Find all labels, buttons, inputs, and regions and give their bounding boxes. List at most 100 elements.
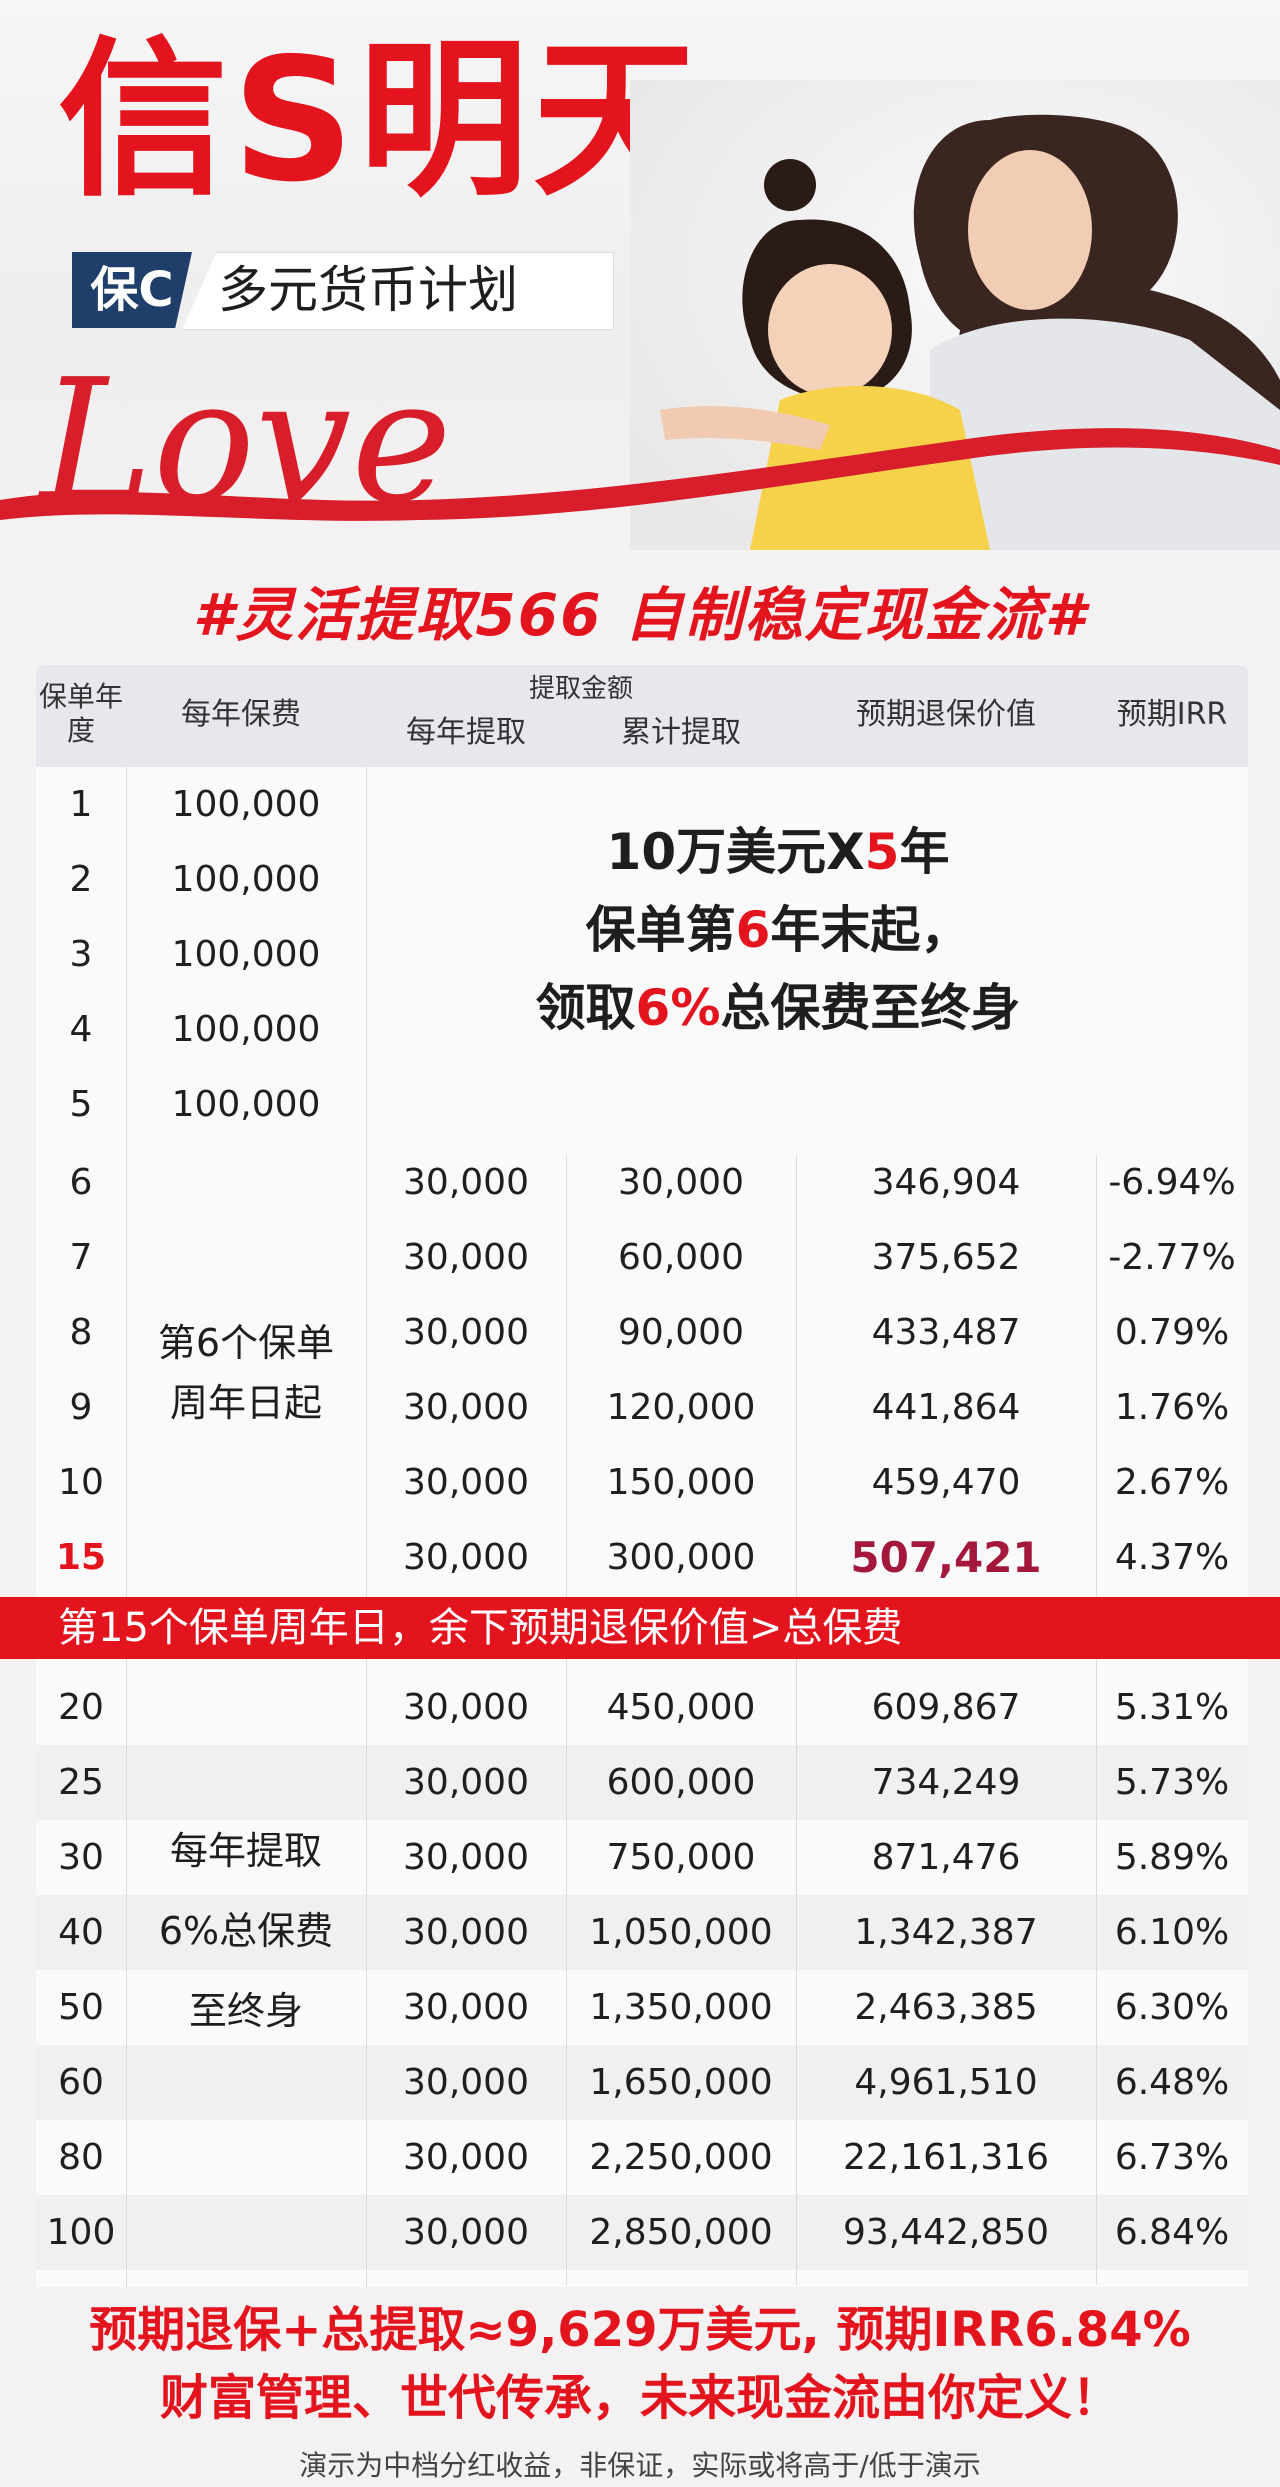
stripe: [36, 2195, 1248, 2270]
row50-annual: 30,000: [403, 1987, 529, 2028]
row50-surrender: 2,463,385: [854, 1987, 1038, 2028]
row100-irr: 6.84%: [1114, 2212, 1230, 2253]
highlight-banner: [0, 1597, 1280, 1659]
row4-premium: 100,000: [171, 1009, 321, 1050]
row15-irr: 4.37%: [1114, 1537, 1230, 1578]
row20-year: 20: [58, 1687, 104, 1728]
row60-surrender: 4,961,510: [854, 2062, 1038, 2103]
row20-annual: 30,000: [403, 1687, 529, 1728]
row2-premium: 100,000: [171, 859, 321, 900]
brand-badge: 保C: [72, 252, 192, 328]
row30-surrender: 871,476: [871, 1837, 1021, 1878]
row15-annual: 30,000: [403, 1537, 529, 1578]
row6-surrender: 346,904: [871, 1162, 1021, 1203]
highlight-banner-text: 第15个保单周年日，余下预期退保价值>总保费: [58, 1605, 903, 1651]
summary-line-2: 财富管理、世代传承，未来现金流由你定义！: [159, 2370, 1120, 2426]
row50-cumulative: 1,350,000: [589, 1987, 773, 2028]
header-withdraw-group: 提取金额: [528, 674, 633, 704]
row10-cumulative: 150,000: [606, 1462, 756, 1503]
disclaimer: 演示为中档分红收益，非保证，实际或将高于/低于演示: [299, 2449, 981, 2482]
row9-surrender: 441,864: [871, 1387, 1021, 1428]
row5-year: 5: [69, 1084, 93, 1125]
row40-surrender: 1,342,387: [854, 1912, 1038, 1953]
row9-irr: 1.76%: [1114, 1387, 1230, 1428]
note-line2: 保单第6年末起，: [585, 901, 971, 959]
row100-surrender: 93,442,850: [842, 2212, 1050, 2253]
row2-year: 2: [69, 859, 93, 900]
note-line3: 领取6%总保费至终身: [535, 979, 1021, 1037]
stripe: [36, 1895, 1248, 1970]
table-header: [36, 665, 1248, 767]
row6-year: 6: [69, 1162, 93, 1203]
love-word: Love: [37, 343, 452, 541]
header-surrender: 预期退保价值: [856, 697, 1036, 732]
header-irr: 预期IRR: [1116, 697, 1228, 732]
note-line1: 10万美元X5年: [606, 823, 950, 881]
divider: [796, 1155, 797, 2285]
divider: [566, 1155, 567, 2285]
table-body: [36, 767, 1248, 2287]
row20-cumulative: 450,000: [606, 1687, 756, 1728]
row100-annual: 30,000: [403, 2212, 529, 2253]
row9-year: 9: [69, 1387, 93, 1428]
row8-irr: 0.79%: [1114, 1312, 1230, 1353]
row20-surrender: 609,867: [871, 1687, 1021, 1728]
row10-annual: 30,000: [403, 1462, 529, 1503]
row5-premium: 100,000: [171, 1084, 321, 1125]
row10-irr: 2.67%: [1114, 1462, 1230, 1503]
row15-year: 15: [55, 1537, 107, 1578]
row1-premium: 100,000: [171, 784, 321, 825]
row8-surrender: 433,487: [871, 1312, 1021, 1353]
row40-year: 40: [58, 1912, 104, 1953]
row40-irr: 6.10%: [1114, 1912, 1230, 1953]
row8-year: 8: [69, 1312, 93, 1353]
divider: [1096, 1155, 1097, 2285]
bottom-premium-note-2: 6%总保费: [158, 1909, 334, 1953]
row7-annual: 30,000: [403, 1237, 529, 1278]
row15-surrender: 507,421: [850, 1533, 1042, 1582]
hero-banner: 信S明天 保C 多元货币计划 Love: [0, 0, 1280, 560]
row30-cumulative: 750,000: [606, 1837, 756, 1878]
row7-year: 7: [69, 1237, 93, 1278]
row25-surrender: 734,249: [871, 1762, 1021, 1803]
tagline: #灵活提取566 自制稳定现金流#: [193, 581, 1087, 649]
bottom-premium-note-1: 每年提取: [169, 1829, 322, 1873]
row10-surrender: 459,470: [871, 1462, 1021, 1503]
row6-irr: -6.94%: [1108, 1162, 1236, 1203]
row80-irr: 6.73%: [1114, 2137, 1230, 2178]
header-cumulative: 累计提取: [621, 715, 741, 750]
benefit-table: 保单年度 每年保费 提取金额 每年提取 累计提取 预期退保价值 预期IRR 1 …: [36, 665, 1248, 2290]
divider: [126, 767, 127, 2287]
header-premium: 每年保费: [181, 697, 301, 732]
row20-irr: 5.31%: [1114, 1687, 1230, 1728]
mid-premium-note-1: 第6个保单: [157, 1321, 335, 1365]
row9-annual: 30,000: [403, 1387, 529, 1428]
row7-surrender: 375,652: [871, 1237, 1021, 1278]
row80-year: 80: [58, 2137, 104, 2178]
stripe: [36, 2045, 1248, 2120]
row60-annual: 30,000: [403, 2062, 529, 2103]
row15-cumulative: 300,000: [606, 1537, 756, 1578]
row9-cumulative: 120,000: [606, 1387, 756, 1428]
row25-year: 25: [58, 1762, 104, 1803]
row4-year: 4: [69, 1009, 93, 1050]
row7-irr: -2.77%: [1108, 1237, 1236, 1278]
row80-surrender: 22,161,316: [842, 2137, 1050, 2178]
row60-irr: 6.48%: [1114, 2062, 1230, 2103]
row25-cumulative: 600,000: [606, 1762, 756, 1803]
row1-year: 1: [69, 784, 93, 825]
row3-premium: 100,000: [171, 934, 321, 975]
row6-cumulative: 30,000: [618, 1162, 744, 1203]
header-year: 保单年度: [38, 680, 123, 747]
row6-annual: 30,000: [403, 1162, 529, 1203]
row80-annual: 30,000: [403, 2137, 529, 2178]
row25-annual: 30,000: [403, 1762, 529, 1803]
divider: [366, 767, 367, 2287]
row60-cumulative: 1,650,000: [589, 2062, 773, 2103]
mid-premium-note-2: 周年日起: [169, 1381, 322, 1425]
header-annual: 每年提取: [406, 715, 526, 750]
row60-year: 60: [58, 2062, 104, 2103]
row3-year: 3: [69, 934, 93, 975]
row8-annual: 30,000: [403, 1312, 529, 1353]
stripe: [36, 1745, 1248, 1820]
